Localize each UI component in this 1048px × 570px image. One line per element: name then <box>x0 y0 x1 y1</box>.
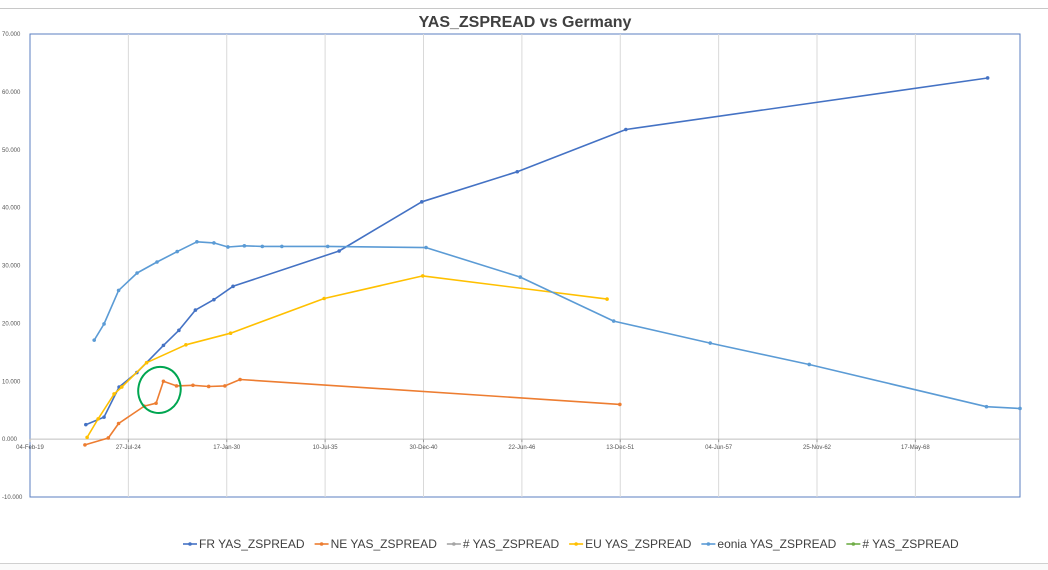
plot-frame <box>29 33 1021 498</box>
data-point <box>322 296 326 301</box>
data-point <box>144 360 149 365</box>
legend-entry: FR YAS_ZSPREAD <box>199 537 305 551</box>
data-point <box>708 341 713 345</box>
data-point <box>242 244 247 248</box>
y-tick-label: 10.000 <box>2 379 21 385</box>
spreadsheet-row-strip: 0.00025-May-7262.39215-Jan-525.896#REF!#… <box>0 0 1048 9</box>
data-point <box>83 443 87 447</box>
data-point <box>195 239 199 244</box>
chart-title: YAS_ZSPREAD vs Germany <box>419 14 632 31</box>
x-tick-label: 30-Dec-40 <box>409 445 438 451</box>
data-point <box>518 275 523 279</box>
grid-layer <box>127 34 916 497</box>
legend-entry: # YAS_ZSPREAD <box>862 537 959 551</box>
data-point <box>175 249 179 254</box>
annotation-ellipse <box>137 365 182 414</box>
y-tick-label: 0.000 <box>2 437 18 443</box>
data-point <box>177 328 181 333</box>
data-point <box>325 244 330 249</box>
series-line <box>84 378 620 446</box>
data-point <box>228 331 233 336</box>
data-point <box>280 244 284 249</box>
x-tick-label: 04-Feb-19 <box>16 445 44 451</box>
data-point <box>238 377 242 382</box>
y-tick-label: 70.000 <box>2 32 21 38</box>
data-point <box>212 241 216 245</box>
data-point <box>624 127 628 132</box>
data-point <box>807 362 812 367</box>
y-tick-label: 30.000 <box>2 264 21 270</box>
legend-swatch-marker <box>319 542 324 546</box>
data-point <box>102 322 106 326</box>
x-tick-label: 25-Nov-62 <box>803 445 832 451</box>
data-point <box>135 271 139 275</box>
legend-swatch-marker <box>851 542 856 546</box>
legend-entry: # YAS_ZSPREAD <box>463 537 560 551</box>
axis-layer: 04-Feb-19 27-Jul-24 17-Jan-30 10-Jul-35 30-D… <box>2 32 1020 501</box>
y-tick-label: -10.000 <box>2 495 23 501</box>
data-point <box>191 383 195 388</box>
data-point <box>419 200 424 204</box>
data-point <box>420 274 425 278</box>
data-point <box>161 343 166 348</box>
data-point <box>337 249 341 253</box>
x-tick-label: 10-Jul-35 <box>313 445 339 451</box>
data-point <box>154 401 158 406</box>
data-point <box>102 415 106 419</box>
x-tick-label: 22-Jun-46 <box>508 445 536 451</box>
data-point <box>84 422 88 427</box>
y-tick-label: 60.000 <box>2 90 21 96</box>
data-point <box>174 384 179 388</box>
data-point <box>119 385 124 389</box>
series-line <box>85 77 988 426</box>
series-line <box>93 241 1021 410</box>
data-point <box>984 404 989 409</box>
data-point <box>424 245 428 250</box>
legend-entry: eonia YAS_ZSPREAD <box>717 537 836 551</box>
y-tick-label: 40.000 <box>2 206 21 212</box>
annotation-layer <box>137 365 182 414</box>
data-point <box>618 402 622 407</box>
data-point <box>85 435 89 440</box>
data-point <box>193 308 198 312</box>
data-point <box>611 319 616 323</box>
series-line <box>86 275 608 438</box>
data-point <box>515 169 520 174</box>
data-point <box>116 421 121 426</box>
data-point <box>161 379 166 384</box>
data-point <box>184 342 188 347</box>
data-point <box>223 384 227 388</box>
legend-swatch-marker <box>574 542 578 546</box>
data-point <box>112 392 116 396</box>
legend: FR YAS_ZSPREAD NE YAS_ZSPREAD # YAS_ZSPREA… <box>183 537 959 551</box>
y-tick-label: 50.000 <box>2 148 21 154</box>
x-tick-label: 13-Dec-51 <box>606 445 635 451</box>
sheet-bottom-strip <box>0 563 1048 570</box>
x-tick-label: 04-Jun-57 <box>705 445 733 451</box>
x-tick-label: 17-May-68 <box>901 445 930 451</box>
data-point <box>106 436 111 440</box>
legend-entry: NE YAS_ZSPREAD <box>331 537 438 551</box>
data-point <box>260 244 265 249</box>
data-point <box>116 288 121 293</box>
legend-entry: EU YAS_ZSPREAD <box>585 537 692 551</box>
data-point <box>605 297 609 301</box>
data-point <box>212 297 216 302</box>
legend-swatch-marker <box>188 542 192 546</box>
data-point <box>231 284 235 289</box>
data-point <box>226 245 230 249</box>
data-point <box>985 76 990 80</box>
data-point <box>155 260 159 264</box>
series-layer <box>83 76 1022 447</box>
x-tick-label: 27-Jul-24 <box>116 445 142 451</box>
data-point <box>96 417 100 421</box>
legend-swatch-marker <box>452 542 456 546</box>
data-point <box>92 338 96 342</box>
y-tick-label: 20.000 <box>2 321 21 327</box>
x-tick-label: 17-Jan-30 <box>213 445 241 451</box>
data-point <box>1018 406 1022 411</box>
data-point <box>206 384 211 389</box>
legend-swatch-marker <box>706 542 711 546</box>
